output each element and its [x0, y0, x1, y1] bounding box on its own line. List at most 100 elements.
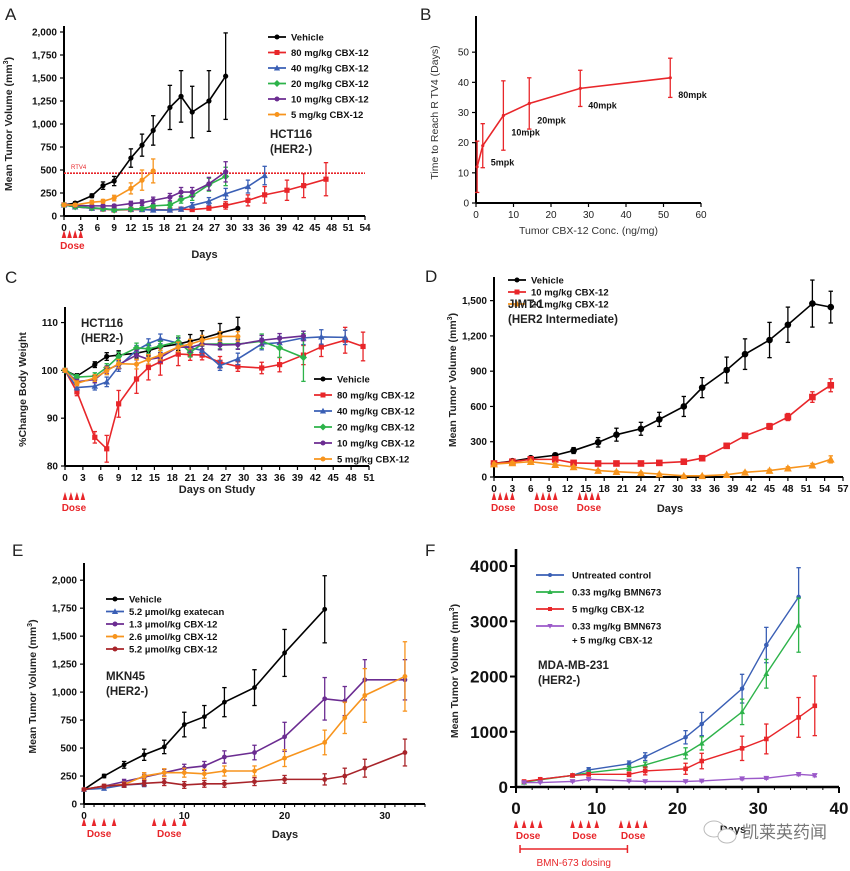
data-point [91, 382, 99, 389]
data-point [74, 389, 80, 395]
x-tick-label: 54 [359, 223, 371, 234]
cell-line-annotation: (HER2-) [538, 675, 580, 687]
legend-label: 1.3 µmol/kg CBX-12 [129, 620, 217, 631]
y-tick-label: 750 [40, 143, 57, 154]
data-point [698, 384, 706, 391]
data-point [594, 460, 602, 467]
y-tick-label: 0 [51, 212, 57, 223]
y-tick-label: 0 [499, 778, 508, 797]
legend-label: Vehicle [337, 375, 370, 386]
data-point [167, 104, 173, 111]
legend-marker [514, 289, 520, 295]
x-tick-label: 6 [528, 484, 534, 495]
dose-arrow-icon [552, 492, 558, 500]
data-point [89, 193, 95, 199]
x-tick-label: 10 [508, 210, 520, 221]
data-point [187, 341, 193, 347]
series-5 [61, 158, 156, 208]
dose-arrow-icon [510, 492, 515, 500]
data-point [276, 335, 283, 341]
data-point [739, 746, 745, 751]
data-point [144, 345, 153, 353]
y-tick-label: 3000 [470, 612, 508, 631]
x-tick-label: 33 [242, 223, 254, 234]
legend-label: 10 mg/kg CBX-12 [337, 439, 415, 450]
data-point [128, 155, 134, 161]
legend-marker [274, 96, 280, 102]
series-line [64, 170, 154, 206]
data-point [141, 773, 147, 779]
dose-arrow-icon [642, 820, 648, 828]
y-tick-label: 30 [458, 108, 470, 119]
data-point [259, 337, 265, 343]
data-point [626, 765, 632, 771]
data-point [201, 771, 207, 777]
dose-arrow-icon [589, 492, 595, 500]
x-tick-label: 0 [491, 484, 497, 495]
panel-c: C0 3 6 9 12 15 18 21 24 27 30 33 36 39 42 45 48 518090100… [5, 268, 415, 514]
data-point [92, 434, 98, 440]
y-tick-label: 4000 [470, 557, 508, 576]
data-point [508, 458, 517, 467]
dose-arrow-icon [577, 492, 583, 500]
legend-label: 5.2 µmol/kg CBX-12 [129, 645, 217, 656]
x-tick-label: 9 [111, 223, 117, 234]
cell-line-annotation: HCT116 [81, 318, 123, 330]
point-label: 5mpk [491, 158, 516, 168]
series-2 [490, 455, 835, 480]
dose-arrow-icon [503, 492, 509, 500]
data-point [128, 200, 134, 207]
panel-label: C [5, 268, 17, 287]
y-tick-label: 110 [42, 318, 59, 329]
cell-line-annotation: MKN45 [106, 671, 146, 683]
data-point [612, 467, 621, 476]
dose-arrow-icon [78, 230, 84, 238]
x-tick-label: 36 [709, 484, 721, 495]
data-point [235, 341, 241, 348]
x-tick-label: 6 [98, 473, 104, 484]
data-point [201, 781, 207, 787]
legend-label: Vehicle [129, 595, 162, 606]
data-point [101, 783, 107, 789]
series-line [523, 624, 800, 783]
data-point [103, 378, 110, 385]
data-point [698, 471, 707, 480]
legend-label: 10 mg/kg CBX-12 [291, 95, 369, 106]
y-axis-label: Time to Reach R TV4 (Days) [429, 45, 441, 179]
data-point [323, 176, 329, 182]
dose-arrow-icon [626, 820, 632, 828]
legend-marker [320, 392, 326, 398]
data-point [569, 462, 578, 471]
data-point [765, 466, 774, 474]
x-tick-label: 18 [159, 223, 171, 234]
legend-marker [513, 300, 521, 307]
data-point [138, 205, 146, 213]
data-point [206, 205, 212, 211]
legend-marker [319, 407, 327, 414]
data-point [586, 771, 591, 777]
x-tick-label: 0 [61, 223, 67, 234]
x-tick-label: 33 [690, 484, 702, 495]
legend-marker [274, 34, 280, 40]
data-point [341, 333, 349, 340]
legend-marker [111, 608, 119, 614]
y-tick-label: 600 [470, 402, 487, 413]
dose-label: Dose [534, 503, 559, 514]
data-point [723, 366, 730, 374]
x-axis-label: Days [657, 503, 683, 515]
dose-arrow-icon [634, 820, 640, 828]
data-point [551, 460, 560, 468]
data-point [722, 470, 731, 478]
x-tick-label: 42 [746, 484, 758, 495]
data-point [551, 456, 559, 463]
data-point [642, 779, 649, 785]
x-tick-label: 10 [179, 811, 191, 822]
data-point [61, 202, 67, 208]
dose-arrow-icon [586, 820, 591, 828]
x-tick-label: 15 [142, 223, 154, 234]
data-point [245, 197, 251, 203]
data-point [642, 768, 648, 774]
cell-line-annotation: HCT116 [270, 129, 312, 141]
data-point [234, 355, 242, 362]
data-point [739, 776, 745, 782]
